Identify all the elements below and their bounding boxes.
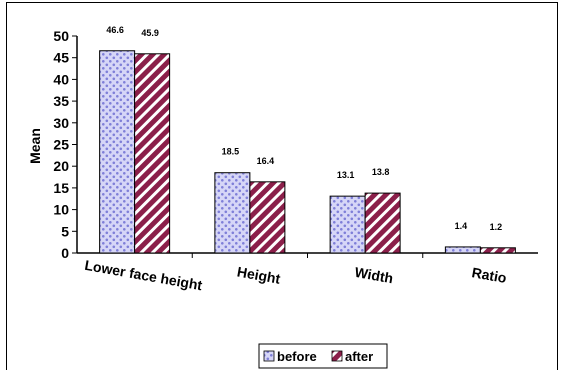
data-label-after-1: 16.4 xyxy=(257,156,275,166)
y-tick-label: 0 xyxy=(61,245,69,261)
data-label-after-3: 1.2 xyxy=(490,222,503,232)
data-label-after-2: 13.8 xyxy=(372,167,390,177)
y-tick-label: 35 xyxy=(53,93,69,109)
bar-after-1 xyxy=(249,181,286,254)
bar-before-2 xyxy=(329,195,366,254)
bars xyxy=(99,50,516,254)
y-tick-label: 45 xyxy=(53,50,69,66)
x-axis-category-labels: Lower face height Height Width Ratio xyxy=(83,253,508,293)
x-category-label: Ratio xyxy=(471,264,508,286)
data-labels: 46.6 45.9 18.5 16.4 13.1 13.8 1.4 1.2 xyxy=(106,25,502,232)
data-label-before-2: 13.1 xyxy=(337,170,355,180)
legend-swatch-after xyxy=(331,350,343,362)
y-tick-label: 20 xyxy=(53,158,69,174)
data-label-before-1: 18.5 xyxy=(222,147,240,157)
x-category-label: Lower face height xyxy=(83,257,203,293)
y-tick-label: 30 xyxy=(53,115,69,131)
y-tick-label: 50 xyxy=(53,28,69,44)
bar-before-1 xyxy=(214,172,251,254)
chart-frame xyxy=(6,2,558,370)
legend-swatch-before xyxy=(263,350,275,362)
legend: before after xyxy=(258,343,388,369)
bar-before-3 xyxy=(444,246,481,254)
legend-label-after: after xyxy=(345,349,373,364)
y-axis-label: Mean xyxy=(27,128,43,164)
bar-after-2 xyxy=(364,192,401,254)
y-axis-ticks: 0 5 10 15 20 25 30 35 40 45 50 xyxy=(53,28,77,261)
x-category-label: Width xyxy=(354,264,395,286)
legend-label-before: before xyxy=(277,349,317,364)
bar-after-3 xyxy=(479,247,516,254)
y-tick-label: 40 xyxy=(53,71,69,87)
data-label-before-3: 1.4 xyxy=(455,221,468,231)
bar-before-0 xyxy=(99,50,136,254)
y-tick-label: 15 xyxy=(53,180,69,196)
data-label-after-0: 45.9 xyxy=(141,28,159,38)
y-tick-label: 10 xyxy=(53,202,69,218)
y-tick-label: 5 xyxy=(61,223,69,239)
x-category-label: Height xyxy=(236,263,282,286)
legend-box xyxy=(258,343,388,369)
data-label-before-0: 46.6 xyxy=(106,25,124,35)
y-tick-label: 25 xyxy=(53,137,69,153)
bar-after-0 xyxy=(134,53,171,254)
